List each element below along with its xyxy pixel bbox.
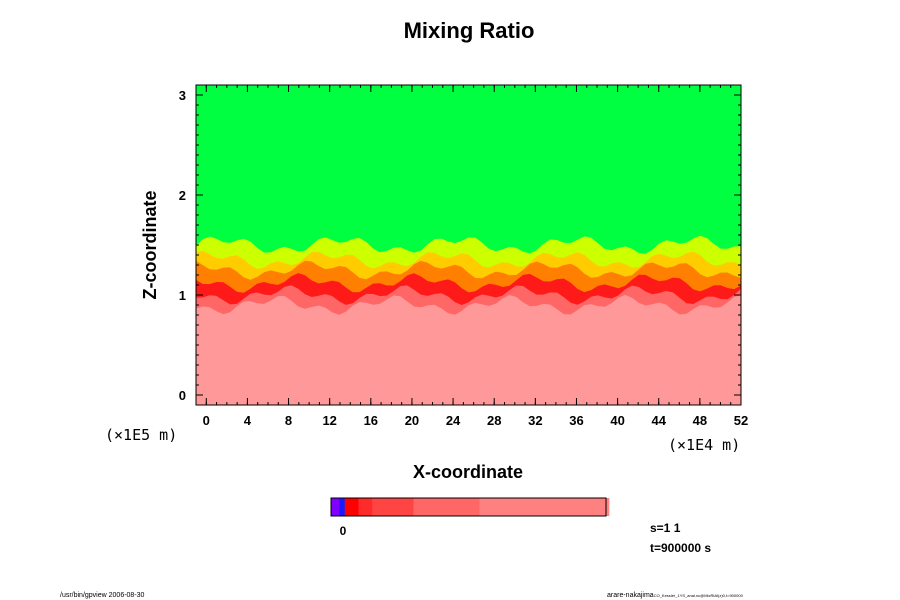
y-tick-label: 2 (179, 188, 186, 203)
footer-right-main: arare-nakajima (607, 592, 654, 599)
x-tick-label: 12 (322, 413, 336, 428)
colorbar-segment (413, 498, 480, 516)
footer-left: /usr/bin/gpview 2006-08-30 (60, 592, 145, 599)
footer-right: arare-nakajimaCO_Kessler_1YS_anal.nc@Mix… (607, 592, 744, 599)
colorbar-label: 0 (340, 524, 347, 538)
colorbar-segment (344, 498, 359, 516)
x-tick-label: 4 (244, 413, 252, 428)
colorbar-segment (339, 498, 346, 516)
mixing-ratio-field (196, 85, 741, 405)
x-tick-label: 40 (610, 413, 624, 428)
x-tick-label: 48 (693, 413, 707, 428)
colorbar: 0 (330, 497, 610, 538)
plot-frame (195, 84, 742, 406)
x-tick-label: 16 (364, 413, 378, 428)
x-tick-label: 20 (405, 413, 419, 428)
plot-area (195, 84, 742, 406)
x-tick-label: 0 (203, 413, 210, 428)
x-axis-label: X-coordinate (413, 462, 523, 482)
colorbar-segments (331, 498, 610, 516)
x-tick-label: 52 (734, 413, 748, 428)
x-tick-label: 36 (569, 413, 583, 428)
y-unit-label: (×1E5 m) (105, 426, 177, 444)
y-tick-label: 1 (179, 288, 186, 303)
x-tick-label: 8 (285, 413, 292, 428)
y-tick-label: 0 (179, 388, 186, 403)
y-tick-label: 3 (179, 88, 186, 103)
x-tick-label: 44 (652, 413, 667, 428)
x-tick-label: 32 (528, 413, 542, 428)
y-tick-labels: 0 1 2 3 (179, 88, 186, 403)
s-annotation: s=1 1 (650, 521, 681, 535)
colorbar-segment (372, 498, 414, 516)
chart-title: Mixing Ratio (404, 18, 535, 43)
colorbar-segment (331, 498, 340, 516)
y-axis-label: Z-coordinate (140, 190, 160, 299)
colorbar-frame (330, 497, 607, 517)
x-unit-label: (×1E4 m) (668, 436, 740, 454)
colorbar-segment (479, 498, 610, 516)
t-annotation: t=900000 s (650, 541, 711, 555)
field-layer (196, 295, 741, 405)
colorbar-segment (358, 498, 373, 516)
footer-right-small: CO_Kessler_1YS_anal.nc@MixRtAl(z)0,t=900… (654, 593, 744, 598)
colorbar-segment (608, 498, 610, 516)
x-tick-label: 28 (487, 413, 501, 428)
x-tick-label: 24 (446, 413, 461, 428)
x-tick-labels: 0 4 8 12 16 20 24 28 32 36 40 44 48 52 (203, 413, 749, 428)
